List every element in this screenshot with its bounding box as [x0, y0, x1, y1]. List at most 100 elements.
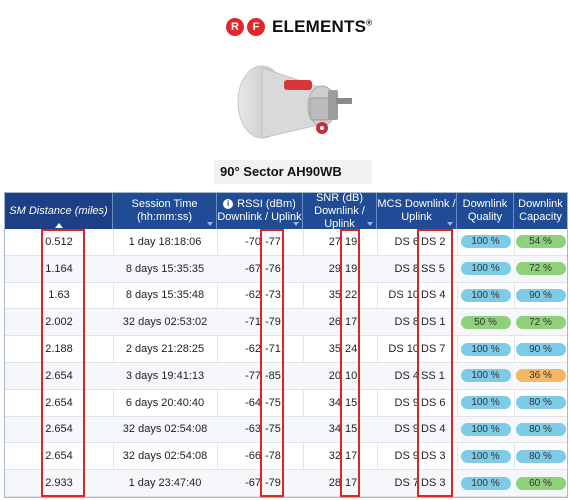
cell-rssi-uplink: -85	[265, 369, 281, 382]
cell-sm-distance: 1.164	[45, 262, 73, 275]
table-row[interactable]: 2.188 2 days 21:28:25 -62 -71 35 24 DS 10 DS 7 1…	[5, 336, 567, 363]
cell-mcs-uplink: DS 6	[421, 396, 446, 409]
cell-snr-uplink: 22	[345, 289, 358, 302]
cell-rssi-downlink: -67	[245, 477, 261, 490]
cell-rssi-uplink: -79	[265, 477, 281, 490]
logo-f-disc: F	[247, 18, 265, 36]
info-icon: i	[223, 199, 234, 210]
capacity-badge: 90 %	[515, 342, 566, 356]
quality-badge: 100 %	[460, 476, 511, 490]
col-header-session-time[interactable]: Session Time (hh:mm:ss)	[113, 193, 217, 229]
cell-rssi-downlink: -70	[245, 235, 261, 248]
cell-downlink-capacity: 80 %	[514, 390, 567, 416]
cell-sm-distance: 1.63	[48, 289, 70, 302]
quality-badge: 100 %	[460, 369, 511, 383]
quality-badge: 100 %	[460, 288, 511, 302]
cell-downlink-quality: 50 %	[457, 309, 514, 335]
cell-downlink-quality: 100 %	[457, 470, 514, 496]
cell-sm-distance: 2.654	[45, 396, 73, 409]
cell-mcs-downlink: DS 10	[388, 343, 419, 356]
cell-rssi-downlink: -71	[245, 316, 261, 329]
sm-table: SM Distance (miles) Session Time (hh:mm:…	[4, 192, 568, 498]
cell-snr-downlink: 34	[328, 423, 341, 436]
cell-session-time: 32 days 02:53:02	[122, 316, 208, 329]
quality-badge: 100 %	[460, 396, 511, 410]
cell-downlink-capacity: 80 %	[514, 443, 567, 469]
cell-session-time: 2 days 21:28:25	[125, 343, 205, 356]
column-menu-icon	[367, 222, 373, 226]
cell-downlink-capacity: 72 %	[514, 256, 567, 282]
col-header-rssi[interactable]: i RSSI (dBm) Downlink / Uplink	[217, 193, 303, 229]
table-header: SM Distance (miles) Session Time (hh:mm:…	[5, 192, 567, 230]
col-header-downlink-capacity[interactable]: Downlink Capacity	[518, 198, 563, 223]
cell-mcs-uplink: DS 2	[421, 235, 446, 248]
cell-mcs-downlink: DS 9	[394, 450, 419, 463]
cell-mcs-uplink: DS 3	[421, 477, 446, 490]
cell-mcs-downlink: DS 8	[394, 262, 419, 275]
cell-mcs-downlink: DS 6	[394, 235, 419, 248]
cell-snr-uplink: 19	[345, 235, 358, 248]
cell-mcs-uplink: DS 1	[421, 316, 446, 329]
cell-rssi-uplink: -75	[265, 396, 281, 409]
cell-rssi-uplink: -76	[265, 262, 281, 275]
cell-rssi-uplink: -77	[265, 235, 281, 248]
cell-mcs-downlink: DS 4	[394, 369, 419, 382]
cell-snr-uplink: 15	[345, 396, 358, 409]
column-menu-icon	[447, 222, 453, 226]
cell-sm-distance: 2.933	[45, 477, 73, 490]
cell-snr-downlink: 26	[328, 316, 341, 329]
cell-session-time: 32 days 02:54:08	[122, 423, 208, 436]
cell-mcs-downlink: DS 9	[394, 396, 419, 409]
col-header-snr[interactable]: SNR (dB) Downlink / Uplink	[303, 192, 377, 230]
capacity-badge: 72 %	[515, 315, 566, 329]
cell-mcs-uplink: DS 7	[421, 343, 446, 356]
rf-elements-logo: R F ELEMENTS®	[226, 14, 372, 40]
cell-sm-distance: 2.188	[45, 343, 73, 356]
table-row[interactable]: 2.654 6 days 20:40:40 -64 -75 34 15 DS 9 DS 6 10…	[5, 390, 567, 417]
table-row[interactable]: 2.933 1 day 23:47:40 -67 -79 28 17 DS 7 DS 3 100…	[5, 470, 567, 497]
cell-session-time: 3 days 19:41:13	[125, 369, 205, 382]
table-row[interactable]: 2.654 3 days 19:41:13 -77 -85 20 10 DS 4 SS 1 10…	[5, 363, 567, 390]
table-row[interactable]: 2.654 32 days 02:54:08 -66 -78 32 17 DS 9 DS 3 1…	[5, 443, 567, 471]
table-row[interactable]: 2.002 32 days 02:53:02 -71 -79 26 17 DS 8 DS 1 5…	[5, 309, 567, 337]
capacity-badge: 72 %	[515, 262, 566, 276]
table-row[interactable]: 1.63 8 days 15:35:48 -62 -73 35 22 DS 10 DS 4 10…	[5, 283, 567, 310]
quality-badge: 100 %	[460, 449, 511, 463]
cell-session-time: 6 days 20:40:40	[125, 396, 205, 409]
cell-rssi-downlink: -64	[245, 396, 261, 409]
col-header-sm-distance[interactable]: SM Distance (miles)	[5, 193, 113, 229]
table-row[interactable]: 1.164 8 days 15:35:35 -67 -76 29 19 DS 8 SS 5 10…	[5, 255, 567, 283]
cell-session-time: 1 day 23:47:40	[128, 477, 202, 490]
cell-downlink-capacity: 80 %	[514, 417, 567, 443]
cell-snr-downlink: 28	[328, 477, 341, 490]
cell-rssi-uplink: -79	[265, 316, 281, 329]
cell-rssi-uplink: -73	[265, 289, 281, 302]
cell-downlink-quality: 100 %	[457, 417, 514, 443]
table-row[interactable]: 2.654 32 days 02:54:08 -63 -75 34 15 DS 9 DS 4 1…	[5, 416, 567, 444]
cell-downlink-quality: 100 %	[457, 336, 514, 362]
capacity-badge: 60 %	[515, 476, 566, 490]
cell-session-time: 8 days 15:35:48	[125, 289, 205, 302]
cell-session-time: 32 days 02:54:08	[122, 450, 208, 463]
col-header-downlink-quality[interactable]: Downlink Quality	[457, 193, 514, 229]
capacity-badge: 36 %	[515, 369, 566, 383]
cell-mcs-uplink: DS 4	[421, 423, 446, 436]
quality-badge: 100 %	[460, 422, 511, 436]
product-caption: 90° Sector AH90WB	[214, 160, 372, 184]
cell-snr-downlink: 20	[328, 369, 341, 382]
cell-sm-distance: 0.512	[45, 235, 73, 248]
cell-downlink-capacity: 72 %	[514, 309, 567, 335]
cell-snr-uplink: 17	[345, 477, 358, 490]
cell-sm-distance: 2.654	[45, 450, 73, 463]
col-header-mcs[interactable]: MCS Downlink / Uplink	[377, 193, 457, 229]
quality-badge: 100 %	[460, 262, 511, 276]
cell-rssi-downlink: -67	[245, 262, 261, 275]
cell-mcs-downlink: DS 7	[394, 477, 419, 490]
cell-downlink-quality: 100 %	[457, 443, 514, 469]
cell-rssi-uplink: -75	[265, 423, 281, 436]
quality-badge: 50 %	[460, 315, 511, 329]
table-row[interactable]: 0.512 1 day 18:18:06 -70 -77 27 19 DS 6 DS 2 100…	[5, 229, 567, 256]
cell-rssi-uplink: -71	[265, 343, 281, 356]
cell-mcs-downlink: DS 8	[394, 316, 419, 329]
cell-rssi-downlink: -63	[245, 423, 261, 436]
